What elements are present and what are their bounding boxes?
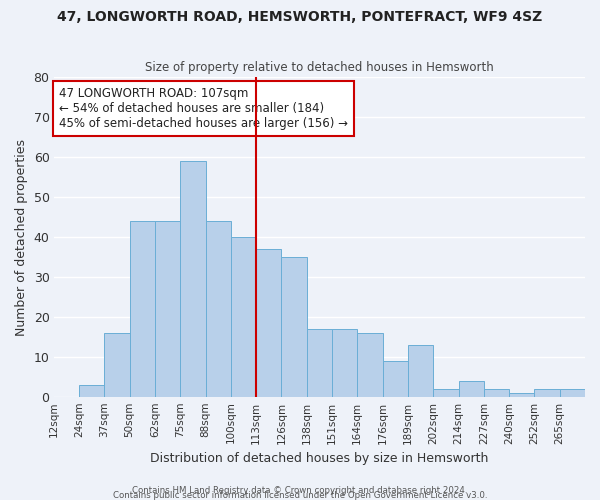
Bar	[104, 334, 130, 398]
Bar	[155, 221, 180, 398]
Text: Contains HM Land Registry data © Crown copyright and database right 2024.: Contains HM Land Registry data © Crown c…	[132, 486, 468, 495]
Bar	[358, 334, 383, 398]
Bar	[180, 161, 206, 398]
Bar	[231, 237, 256, 398]
Bar	[256, 249, 281, 398]
Bar	[458, 382, 484, 398]
Bar	[281, 257, 307, 398]
Bar	[79, 386, 104, 398]
Bar	[535, 390, 560, 398]
Bar	[433, 390, 458, 398]
Bar	[509, 394, 535, 398]
Bar	[130, 221, 155, 398]
Bar	[307, 330, 332, 398]
Text: 47 LONGWORTH ROAD: 107sqm
← 54% of detached houses are smaller (184)
45% of semi: 47 LONGWORTH ROAD: 107sqm ← 54% of detac…	[59, 86, 348, 130]
Text: 47, LONGWORTH ROAD, HEMSWORTH, PONTEFRACT, WF9 4SZ: 47, LONGWORTH ROAD, HEMSWORTH, PONTEFRAC…	[58, 10, 542, 24]
Bar	[206, 221, 231, 398]
Y-axis label: Number of detached properties: Number of detached properties	[15, 138, 28, 336]
Text: Contains public sector information licensed under the Open Government Licence v3: Contains public sector information licen…	[113, 490, 487, 500]
X-axis label: Distribution of detached houses by size in Hemsworth: Distribution of detached houses by size …	[150, 452, 488, 465]
Title: Size of property relative to detached houses in Hemsworth: Size of property relative to detached ho…	[145, 62, 494, 74]
Bar	[560, 390, 585, 398]
Bar	[484, 390, 509, 398]
Bar	[383, 362, 408, 398]
Bar	[408, 346, 433, 398]
Bar	[332, 330, 358, 398]
